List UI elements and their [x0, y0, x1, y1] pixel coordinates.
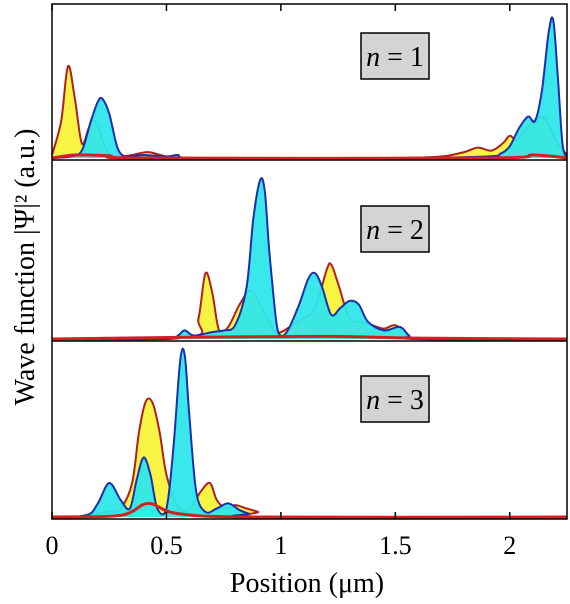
x-tick-label: 0 — [46, 531, 59, 560]
x-ticks: 0 0.5 1 1.5 2 — [46, 4, 516, 560]
panel-n2-area-2 — [52, 178, 567, 340]
panel-n1-area-1 — [52, 65, 567, 159]
x-tick-label: 1.5 — [379, 531, 412, 560]
x-axis-title: Position (μm) — [230, 568, 384, 599]
panel-n2-label: n = 2 — [366, 215, 424, 246]
panel-n3-curve-2 — [51, 347, 568, 519]
panels-group: n = 1 n = 2 n = 3 — [51, 16, 568, 519]
x-tick-label: 2 — [503, 531, 516, 560]
panel-n1-curve-1 — [51, 65, 568, 160]
panel-n1-baseline — [51, 153, 568, 160]
panel-n2: n = 2 — [51, 177, 568, 341]
panel-n2-label-box — [360, 205, 430, 253]
panel-n3-area-1 — [52, 398, 567, 518]
y-axis-title: Wave function |Ψ|² (a.u.) — [10, 129, 41, 406]
panel-n1-curve-2 — [51, 16, 568, 160]
panel-n3-area-2 — [52, 348, 567, 518]
plot-frame — [51, 3, 568, 520]
x-tick-label: 1 — [274, 531, 287, 560]
panel-n3: n = 3 — [51, 347, 568, 519]
panel-n3-baseline — [51, 501, 568, 519]
panel-n1-area-2 — [52, 17, 567, 159]
panel-n3-label: n = 3 — [366, 385, 424, 416]
panel-n1-label-box — [360, 32, 430, 80]
panel-n1-label: n = 1 — [366, 42, 424, 73]
x-tick-label: 0.5 — [150, 531, 183, 560]
panel-n1: n = 1 — [51, 16, 568, 160]
frame-border — [51, 3, 568, 520]
panel-n3-label-box — [360, 375, 430, 423]
panel-n2-baseline — [51, 334, 568, 341]
